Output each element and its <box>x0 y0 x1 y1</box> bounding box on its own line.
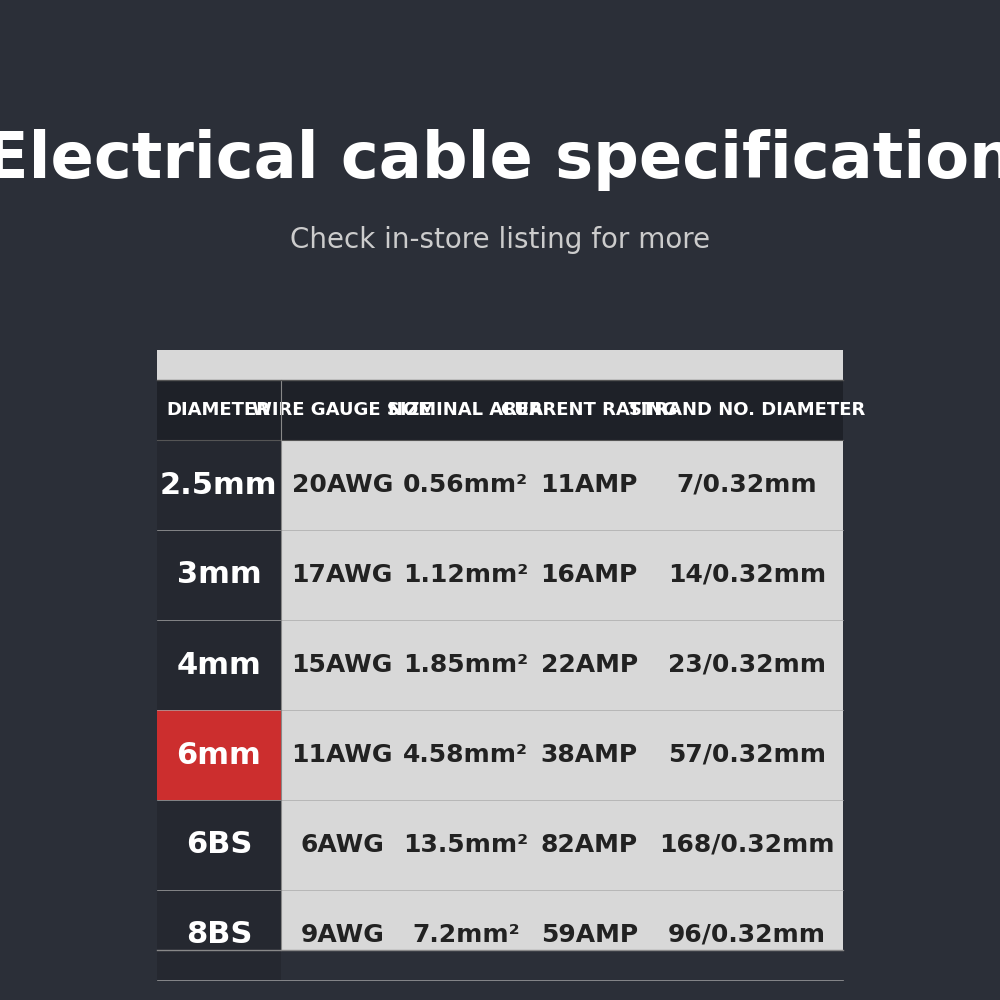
Text: STRAND NO. DIAMETER: STRAND NO. DIAMETER <box>629 401 865 419</box>
Text: 168/0.32mm: 168/0.32mm <box>659 833 835 857</box>
Text: NOMINAL AREA: NOMINAL AREA <box>388 401 543 419</box>
Text: 2.5mm: 2.5mm <box>160 471 278 499</box>
Text: 7/0.32mm: 7/0.32mm <box>677 473 817 497</box>
Text: 6BS: 6BS <box>186 830 252 859</box>
FancyBboxPatch shape <box>157 800 281 890</box>
Text: 6AWG: 6AWG <box>300 833 384 857</box>
FancyBboxPatch shape <box>157 350 843 950</box>
Text: 59AMP: 59AMP <box>541 923 638 947</box>
Text: 0.56mm²: 0.56mm² <box>403 473 528 497</box>
Text: Check in-store listing for more: Check in-store listing for more <box>290 226 710 254</box>
Text: 8BS: 8BS <box>186 920 252 949</box>
Text: 16AMP: 16AMP <box>541 563 638 587</box>
Text: 11AMP: 11AMP <box>540 473 638 497</box>
Text: 4mm: 4mm <box>176 650 261 680</box>
FancyBboxPatch shape <box>157 710 281 800</box>
Text: 1.12mm²: 1.12mm² <box>403 563 528 587</box>
Text: 57/0.32mm: 57/0.32mm <box>668 743 826 767</box>
Text: 22AMP: 22AMP <box>541 653 638 677</box>
FancyBboxPatch shape <box>157 380 843 440</box>
Text: 9AWG: 9AWG <box>300 923 384 947</box>
Text: 14/0.32mm: 14/0.32mm <box>668 563 826 587</box>
FancyBboxPatch shape <box>157 620 281 710</box>
FancyBboxPatch shape <box>157 890 281 980</box>
Text: DIAMETER: DIAMETER <box>167 401 271 419</box>
Text: 82AMP: 82AMP <box>541 833 638 857</box>
Text: 6mm: 6mm <box>176 740 261 770</box>
Text: 7.2mm²: 7.2mm² <box>412 923 520 947</box>
Text: 38AMP: 38AMP <box>541 743 638 767</box>
Text: 3mm: 3mm <box>177 560 261 589</box>
Text: 20AWG: 20AWG <box>292 473 393 497</box>
Text: 4.58mm²: 4.58mm² <box>403 743 528 767</box>
Text: CURRENT RATING: CURRENT RATING <box>501 401 677 419</box>
Text: 1.85mm²: 1.85mm² <box>403 653 528 677</box>
Text: Electrical cable specification: Electrical cable specification <box>0 129 1000 191</box>
FancyBboxPatch shape <box>157 440 281 530</box>
Text: 15AWG: 15AWG <box>292 653 393 677</box>
Text: 13.5mm²: 13.5mm² <box>403 833 528 857</box>
Text: 17AWG: 17AWG <box>292 563 393 587</box>
Text: 96/0.32mm: 96/0.32mm <box>668 923 826 947</box>
FancyBboxPatch shape <box>157 530 281 620</box>
Text: 11AWG: 11AWG <box>292 743 393 767</box>
Text: 23/0.32mm: 23/0.32mm <box>668 653 826 677</box>
Text: WIRE GAUGE SIZE: WIRE GAUGE SIZE <box>252 401 432 419</box>
